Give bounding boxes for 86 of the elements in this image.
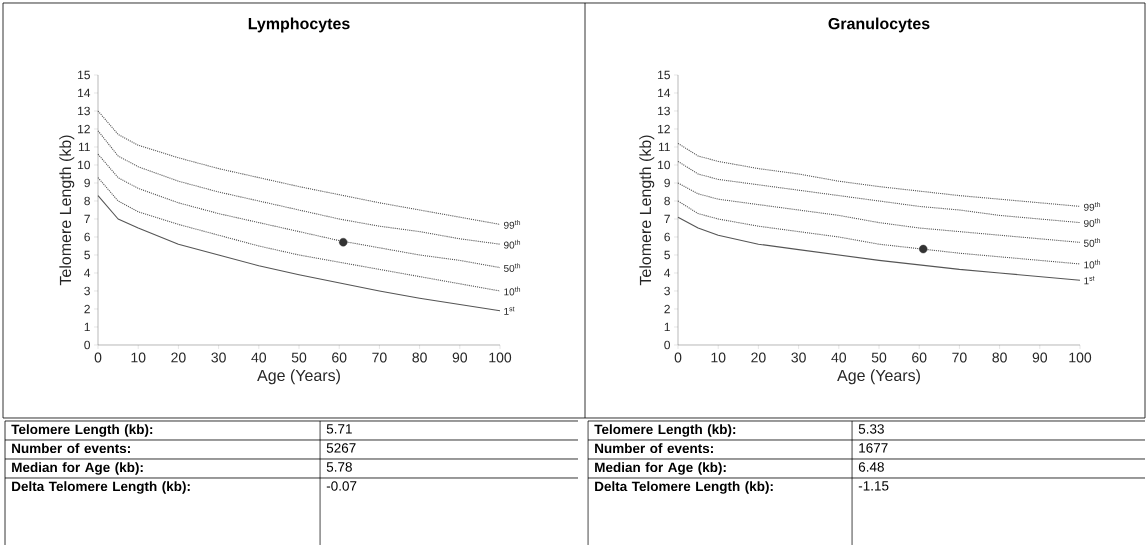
text: 5.78 [326,462,352,472]
series-label: 50$^{th}$ [503,263,521,272]
text: 1677 [859,443,888,453]
series-label: 10$^{th}$ [504,286,521,296]
y-tick-label: 10 [658,160,671,170]
y-axis-title: Telomere Length (kb) [639,135,655,286]
y-tick-label: 1 [664,322,670,331]
x-tick-label: 50 [871,352,887,363]
y-tick-label: 12 [658,124,670,133]
x-tick-label: 30 [791,352,806,363]
text: Median for Age (kb): [12,462,143,475]
y-tick-label: 11 [78,142,90,151]
series-label: 10$^{th}$ [1084,259,1101,269]
x-tick-label: 80 [412,352,427,363]
text: -0.07 [326,481,357,491]
y-tick-label: 9 [84,178,90,188]
x-tick-label: 70 [952,352,967,363]
text: 5267 [326,443,356,453]
y-tick-label: 12 [78,124,90,133]
x-tick-label: 100 [489,352,512,363]
y-tick-label: 7 [84,214,90,223]
y-tick-label: 14 [658,88,671,97]
text: 5.33 [858,424,884,434]
y-tick-label: 4 [84,268,91,277]
y-tick-label: 3 [84,286,90,296]
y-tick-label: 15 [658,70,670,79]
y-tick-label: 8 [84,196,90,206]
y-tick-label: 3 [664,286,670,296]
series-label: 99$^{th}$ [1084,201,1101,211]
series-label: 90$^{th}$ [1084,218,1101,227]
y-axis-title: Telomere Length (kb) [59,135,75,286]
text: Number of events: [12,443,130,453]
text: 6.48 [858,462,884,472]
y-tick-label: 4 [664,268,671,277]
x-tick-label: 20 [751,352,766,363]
y-tick-label: 1 [84,322,90,331]
x-tick-label: 40 [831,352,847,363]
y-tick-label: 5 [84,250,90,259]
x-axis-title: Age (Years) [837,369,920,385]
y-tick-label: 8 [664,196,670,206]
x-tick-label: 10 [711,352,726,363]
y-tick-label: 9 [664,178,670,188]
x-tick-label: 0 [674,352,682,363]
text: Delta Telomere Length (kb): [595,481,773,494]
x-tick-label: 60 [912,352,927,363]
series-label: 50$^{th}$ [1083,237,1101,247]
series-label: 99$^{th}$ [504,219,521,229]
x-tick-label: 60 [332,352,347,363]
y-tick-label: 14 [78,88,91,97]
x-tick-label: 0 [94,352,102,363]
y-tick-label: 7 [664,214,670,223]
series-label: 1$^{st}$ [1084,275,1095,285]
text: Number of events: [595,443,713,453]
y-tick-label: 11 [658,142,670,151]
text: Telomere Length (kb): [11,424,153,437]
series-label: 1$^{st}$ [504,306,515,315]
chart-title: Granulocytes [828,17,930,33]
y-tick-label: 0 [664,340,671,350]
x-tick-label: 40 [251,352,267,363]
x-tick-label: 90 [1032,352,1048,363]
text: Telomere Length (kb): [594,424,736,437]
chart-title: Lymphocytes [248,17,350,33]
x-tick-label: 50 [291,352,307,363]
y-tick-label: 6 [84,232,90,242]
x-axis-title: Age (Years) [257,369,340,385]
x-tick-label: 80 [992,352,1007,363]
x-tick-label: 70 [372,352,387,363]
y-tick-label: 6 [664,232,670,242]
y-tick-label: 2 [664,304,670,313]
y-tick-label: 13 [658,106,670,116]
x-tick-label: 100 [1069,352,1092,363]
y-tick-label: 0 [84,340,91,350]
text: -1.15 [858,481,889,491]
y-tick-label: 13 [78,106,90,116]
x-tick-label: 20 [171,352,186,363]
x-tick-label: 10 [131,352,146,363]
y-tick-label: 15 [78,70,90,79]
text: 5.71 [326,424,352,434]
y-tick-label: 2 [84,304,90,313]
series-label: 90$^{th}$ [504,239,521,249]
text: Delta Telomere Length (kb): [12,481,190,494]
x-tick-label: 90 [452,352,468,363]
y-tick-label: 5 [664,250,670,259]
text: Median for Age (kb): [595,462,726,475]
y-tick-label: 10 [78,160,91,170]
x-tick-label: 30 [211,352,226,363]
